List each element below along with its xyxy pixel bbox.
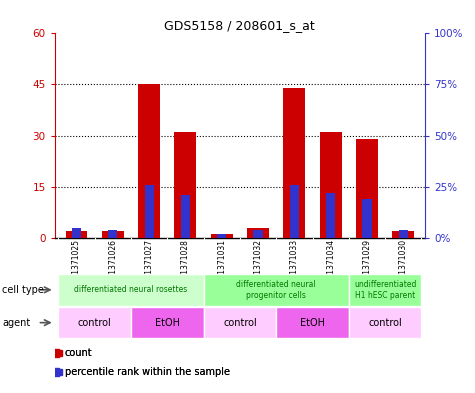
- Text: GSM1371028: GSM1371028: [181, 239, 190, 290]
- Bar: [131, 307, 204, 338]
- Text: EtOH: EtOH: [300, 318, 325, 328]
- Text: GSM1371030: GSM1371030: [399, 239, 408, 290]
- Bar: [204, 307, 276, 338]
- Bar: [284, 88, 305, 238]
- Bar: [66, 231, 87, 238]
- Bar: [108, 230, 117, 238]
- Text: GSM1371032: GSM1371032: [254, 239, 263, 290]
- Text: GSM1371033: GSM1371033: [290, 239, 299, 290]
- Bar: [72, 228, 81, 238]
- Text: GSM1371027: GSM1371027: [144, 239, 153, 290]
- Text: differentiated neural
progenitor cells: differentiated neural progenitor cells: [237, 280, 316, 299]
- Bar: [326, 193, 335, 238]
- Text: percentile rank within the sample: percentile rank within the sample: [65, 367, 230, 377]
- Bar: [356, 139, 378, 238]
- Title: GDS5158 / 208601_s_at: GDS5158 / 208601_s_at: [164, 19, 315, 32]
- Text: undifferentiated
H1 hESC parent: undifferentiated H1 hESC parent: [354, 280, 417, 299]
- Text: agent: agent: [2, 318, 30, 328]
- Text: EtOH: EtOH: [155, 318, 180, 328]
- Bar: [58, 307, 131, 338]
- Text: count: count: [65, 347, 93, 358]
- Text: differentiated neural rosettes: differentiated neural rosettes: [74, 285, 188, 294]
- Bar: [217, 234, 226, 238]
- Text: count: count: [65, 347, 93, 358]
- Bar: [138, 84, 160, 238]
- Text: cell type: cell type: [2, 285, 44, 295]
- Bar: [362, 199, 371, 238]
- Bar: [290, 185, 299, 238]
- Text: control: control: [368, 318, 402, 328]
- Bar: [349, 274, 421, 306]
- Text: GSM1371026: GSM1371026: [108, 239, 117, 290]
- Text: GSM1371029: GSM1371029: [362, 239, 371, 290]
- Text: control: control: [78, 318, 112, 328]
- Text: GSM1371025: GSM1371025: [72, 239, 81, 290]
- Bar: [58, 274, 204, 306]
- Bar: [102, 231, 124, 238]
- Bar: [204, 274, 349, 306]
- Bar: [254, 230, 263, 238]
- Bar: [349, 307, 421, 338]
- Bar: [181, 195, 190, 238]
- Text: GSM1371034: GSM1371034: [326, 239, 335, 290]
- Bar: [211, 234, 233, 238]
- Bar: [399, 230, 408, 238]
- Text: control: control: [223, 318, 257, 328]
- Text: GSM1371031: GSM1371031: [217, 239, 226, 290]
- Bar: [392, 231, 414, 238]
- Bar: [144, 185, 153, 238]
- Text: percentile rank within the sample: percentile rank within the sample: [65, 367, 230, 377]
- Bar: [276, 307, 349, 338]
- Bar: [320, 132, 342, 238]
- Bar: [247, 228, 269, 238]
- Bar: [174, 132, 196, 238]
